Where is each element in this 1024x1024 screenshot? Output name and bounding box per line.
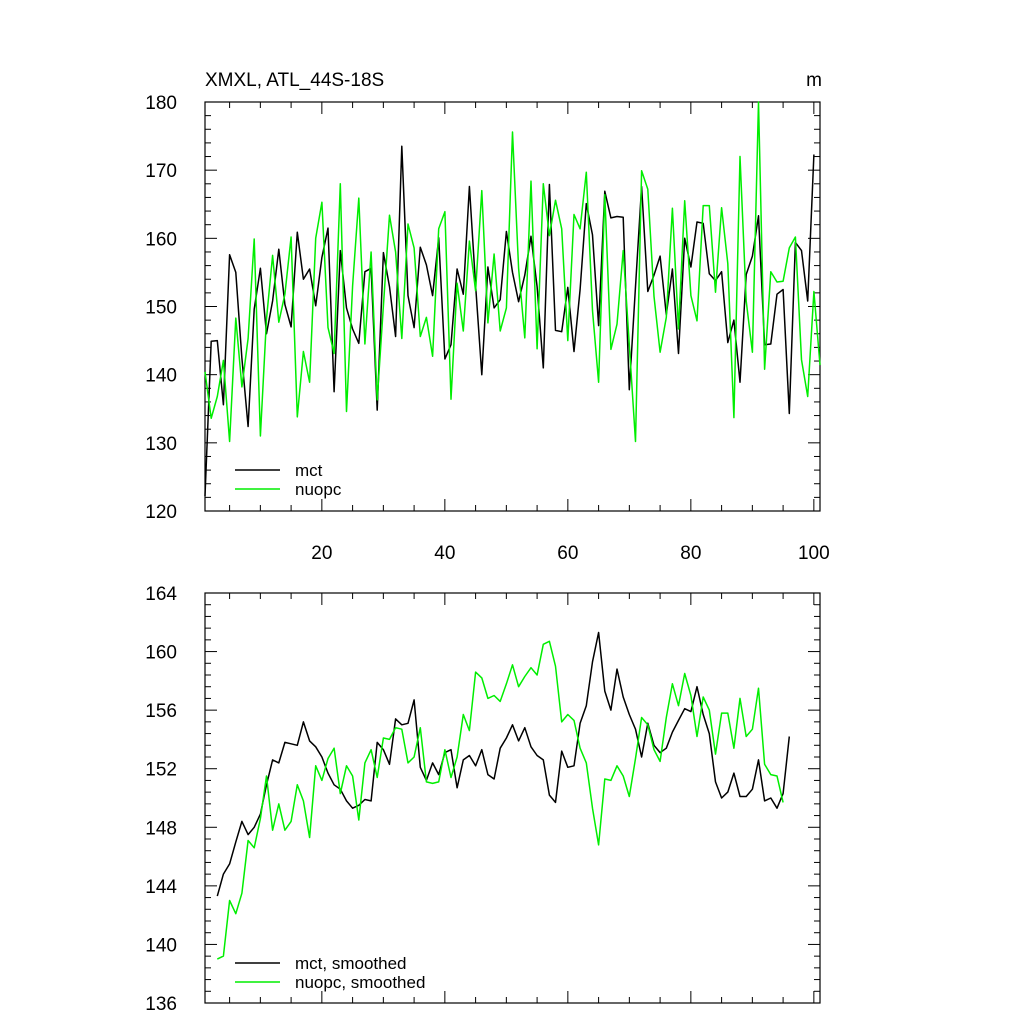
series-line-mct [204,145,815,497]
series-line-nuopc [204,101,821,443]
top-x-tick-label: 100 [798,543,830,564]
top-y-tick-label: 160 [145,229,177,250]
bottom-y-tick-label: 136 [145,994,177,1015]
units-label: m [806,70,822,91]
legend-label-nuopc: nuopc [295,480,342,499]
bottom-y-tick-label: 156 [145,701,177,722]
chart-title: XMXL, ATL_44S-18S [205,70,384,91]
legend-label-mct-smoothed: mct, smoothed [295,954,407,973]
bottom-y-tick-label: 148 [145,818,177,839]
top-y-tick-label: 120 [145,502,177,523]
top-y-tick-label: 140 [145,366,177,387]
top-x-tick-label: 60 [557,543,578,564]
top-y-tick-label: 150 [145,298,177,319]
bottom-y-tick-label: 164 [145,584,177,605]
bottom-panel: 136 140 144 148 152 156 160 164 mct, smoothed n… [145,584,821,1015]
top-plot-frame [204,101,821,512]
bottom-y-tick-label: 152 [145,760,177,781]
top-legend: mct nuopc [235,461,342,499]
top-series-group [204,101,821,497]
top-y-tick-label: 130 [145,434,177,455]
series-line-nuopc-smoothed [216,640,784,960]
bottom-legend: mct, smoothed nuopc, smoothed [235,954,425,992]
legend-label-nuopc-smoothed: nuopc, smoothed [295,973,425,992]
bottom-y-tick-label: 160 [145,643,177,664]
top-x-tick-label: 20 [311,543,332,564]
top-axes: 120 130 140 150 160 170 180 20 40 60 80 100 [145,93,829,564]
top-x-tick-label: 80 [680,543,701,564]
series-line-mct-smoothed [216,631,791,897]
bottom-y-tick-label: 144 [145,877,177,898]
top-x-tick-label: 40 [434,543,455,564]
legend-label-mct: mct [295,461,323,480]
bottom-y-tick-label: 140 [145,935,177,956]
top-panel: XMXL, ATL_44S-18S m 120 130 140 150 160 170 18… [145,70,829,564]
bottom-plot-frame [204,592,821,1004]
bottom-series-group [216,631,791,960]
top-y-tick-label: 180 [145,93,177,114]
bottom-axes: 136 140 144 148 152 156 160 164 [145,584,821,1015]
top-y-tick-label: 170 [145,161,177,182]
